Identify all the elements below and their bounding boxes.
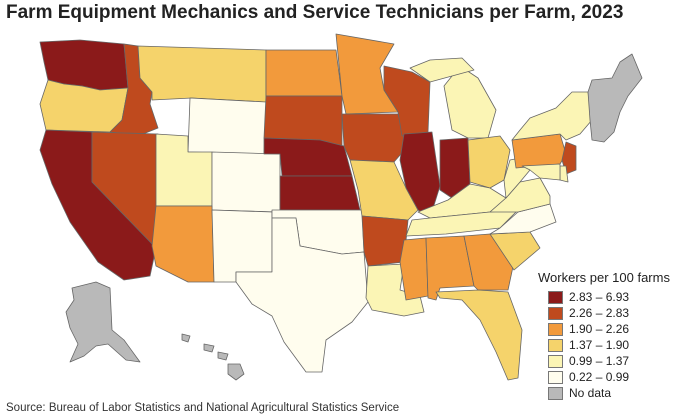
map-title: Farm Equipment Mechanics and Service Tec… [6, 2, 624, 23]
state-Iowa[interactable] [341, 113, 409, 163]
state-Missouri[interactable] [349, 159, 419, 221]
state-Wyoming[interactable] [187, 97, 267, 155]
legend-swatch [548, 290, 563, 304]
legend-swatch [548, 306, 563, 320]
state-Colorado[interactable] [211, 151, 281, 213]
legend-label: 1.90 – 2.26 [569, 322, 630, 336]
state-Mississippi[interactable] [399, 237, 429, 301]
state-North Dakota[interactable] [265, 49, 343, 97]
state-New England[interactable] [587, 53, 643, 143]
legend-item: 0.22 – 0.99 [548, 369, 670, 385]
state-New Mexico[interactable] [211, 209, 273, 283]
state-Michigan-upper[interactable] [409, 57, 475, 83]
legend-item: 1.90 – 2.26 [548, 321, 670, 337]
state-Texas[interactable] [235, 217, 369, 373]
legend-swatch [548, 386, 563, 400]
state-Michigan[interactable] [443, 65, 497, 139]
state-Alaska[interactable] [65, 281, 141, 363]
legend-swatch [548, 354, 563, 368]
state-Arkansas[interactable] [361, 215, 409, 267]
state-Florida[interactable] [435, 289, 523, 381]
legend-label: 1.37 – 1.90 [569, 338, 630, 352]
legend-label: 0.99 – 1.37 [569, 354, 630, 368]
legend-item: No data [548, 385, 670, 401]
state-Kansas[interactable] [279, 175, 361, 211]
state-Maryland[interactable] [521, 163, 561, 181]
legend-swatch [548, 370, 563, 384]
legend-title: Workers per 100 farms [538, 270, 670, 285]
legend-item: 0.99 – 1.37 [548, 353, 670, 369]
legend-label: 2.83 – 6.93 [569, 290, 630, 304]
state-Montana[interactable] [137, 45, 267, 103]
legend-label: 2.26 – 2.83 [569, 306, 630, 320]
legend: Workers per 100 farms 2.83 – 6.93 2.26 –… [538, 270, 670, 401]
state-New York[interactable] [511, 91, 593, 141]
legend-item: 2.83 – 6.93 [548, 289, 670, 305]
state-Hawaii[interactable] [181, 333, 245, 381]
legend-label: No data [569, 386, 612, 400]
source-note: Source: Bureau of Labor Statistics and N… [6, 402, 400, 414]
state-Arizona[interactable] [151, 205, 215, 283]
legend-swatch [548, 322, 563, 336]
legend-item: 2.26 – 2.83 [548, 305, 670, 321]
legend-item: 1.37 – 1.90 [548, 337, 670, 353]
legend-swatch [548, 338, 563, 352]
state-Virginia[interactable] [489, 177, 551, 213]
legend-label: 0.22 – 0.99 [569, 370, 630, 384]
